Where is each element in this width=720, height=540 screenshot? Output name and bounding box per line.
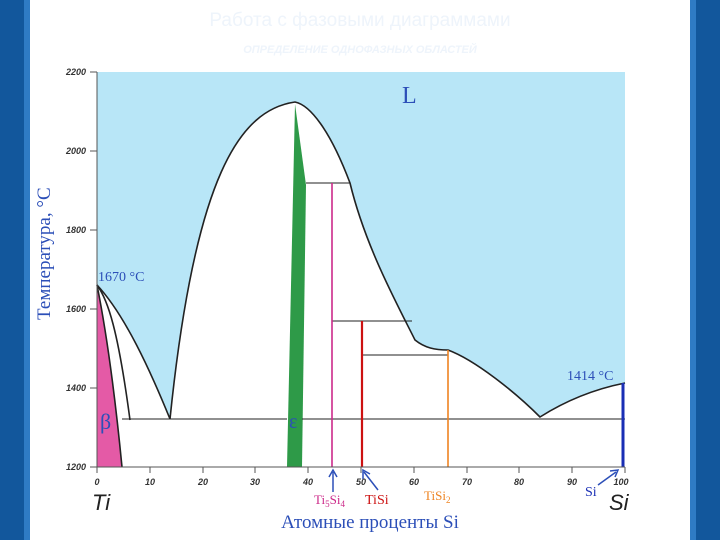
epsilon-region [287, 104, 306, 467]
x-tick: 30 [250, 467, 260, 487]
x-tick-label: 50 [356, 477, 366, 487]
x-tick: 0 [94, 467, 100, 487]
x-tick: 70 [462, 467, 472, 487]
y-tick-label: 1200 [66, 462, 86, 472]
y-tick: 2200 [65, 67, 97, 77]
y-tick: 1400 [66, 383, 97, 393]
y-tick: 1600 [66, 304, 97, 314]
x-tick: 90 [567, 467, 577, 487]
x-tick: 60 [409, 467, 419, 487]
slide-subtitle: ОПРЕДЕЛЕНИЕ ОДНОФАЗНЫХ ОБЛАСТЕЙ [243, 44, 477, 56]
y-axis-label: Температура, °C [34, 187, 55, 320]
tisi-arrow-head [362, 468, 371, 479]
epsilon-label: ε [289, 411, 297, 433]
x-tick-label: 10 [145, 477, 155, 487]
beta-label: β [100, 409, 111, 434]
x-tick: 10 [145, 467, 155, 487]
compound-arrows [328, 468, 620, 492]
tisi-arrow [363, 471, 379, 491]
element-ti-label: Ti [92, 490, 111, 515]
si-melting-label: 1414 °C [567, 369, 613, 384]
si-arrow [597, 471, 617, 486]
x-tick-label: 0 [94, 477, 99, 487]
ti5si4-label: Ti5Si4 [314, 492, 345, 509]
x-axis-ticks: 0 10 20 30 40 50 60 70 80 90 100 [94, 467, 629, 487]
y-tick: 1800 [66, 225, 97, 235]
tisi-label: TiSi [365, 493, 389, 508]
y-tick: 1200 [66, 462, 97, 472]
right-side-bar [690, 0, 720, 540]
x-tick: 80 [514, 467, 524, 487]
slide-title: Работа с фазовыми диаграммами [209, 10, 511, 31]
y-tick-label: 1400 [66, 383, 86, 393]
x-tick-label: 80 [514, 477, 524, 487]
y-axis-ticks: 2200 2000 1800 1600 1400 1200 [65, 67, 97, 472]
x-tick: 40 [302, 467, 313, 487]
tisi2-label: TiSi2 [424, 488, 450, 505]
left-side-bar [0, 0, 30, 540]
x-axis-label: Атомные проценты Si [281, 512, 459, 533]
x-tick-label: 40 [302, 477, 313, 487]
isotherm-lines [122, 182, 625, 420]
beta-region [97, 285, 122, 467]
y-tick-label: 1800 [66, 225, 86, 235]
x-tick-label: 20 [197, 477, 208, 487]
y-tick-label: 2000 [65, 146, 86, 156]
x-tick: 50 [356, 467, 366, 487]
phase-boundaries [96, 101, 626, 468]
x-tick-label: 70 [462, 477, 472, 487]
x-tick: 20 [197, 467, 208, 487]
liquid-label: L [402, 83, 417, 109]
y-tick: 2000 [65, 146, 97, 156]
y-tick-label: 2200 [65, 67, 86, 77]
x-tick-label: 90 [567, 477, 577, 487]
ti-melting-label: 1670 °C [98, 270, 144, 285]
si-compound-label: Si [585, 485, 597, 500]
x-tick: 100 [613, 467, 629, 487]
x-tick-label: 100 [613, 477, 628, 487]
ti5si4-arrow-head [328, 468, 338, 478]
x-tick-label: 30 [250, 477, 260, 487]
liquid-region [97, 72, 625, 419]
y-tick-label: 1600 [66, 304, 86, 314]
x-tick-label: 60 [409, 477, 419, 487]
element-si-label: Si [609, 490, 630, 515]
si-arrow-head [609, 469, 620, 478]
